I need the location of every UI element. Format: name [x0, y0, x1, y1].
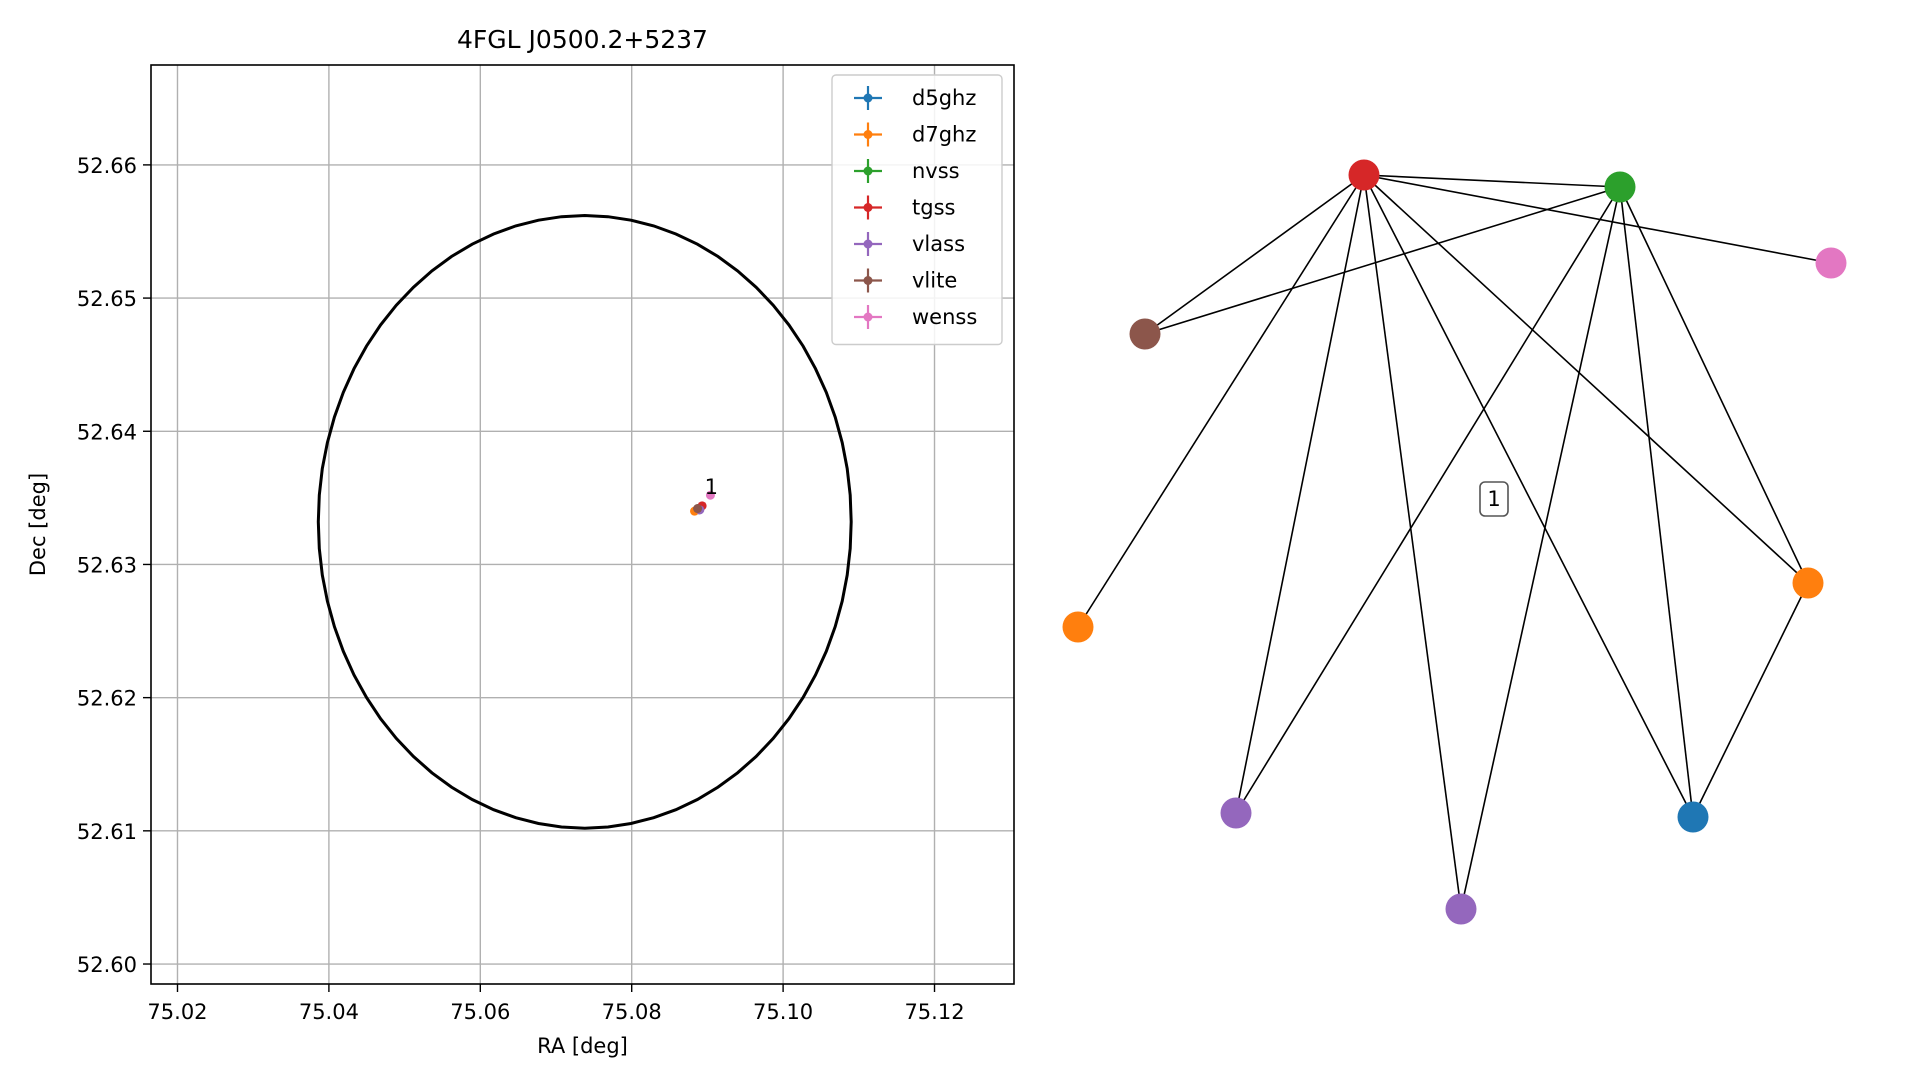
network-edge: [1235, 186, 1621, 814]
legend-label: d5ghz: [912, 86, 976, 110]
legend-entry-d5ghz: d5ghz: [854, 86, 976, 110]
legend-marker: [863, 312, 873, 322]
network-node: [1129, 318, 1161, 350]
network-node: [1792, 567, 1824, 599]
point-annotation: 1: [705, 475, 718, 499]
network-edge: [1363, 174, 1621, 188]
network-node: [1348, 159, 1380, 191]
legend-entry-vlass: vlass: [854, 232, 965, 256]
association-network: 1: [1062, 159, 1847, 925]
legend-entry-tgss: tgss: [854, 195, 955, 220]
points-layer: [690, 490, 715, 516]
network-edge: [1144, 174, 1365, 335]
y-tick-label: 52.65: [77, 287, 137, 311]
legend-entry-d7ghz: d7ghz: [854, 122, 976, 147]
x-tick-label: 75.12: [904, 1000, 964, 1024]
legend-box: [831, 74, 1003, 346]
network-edges: [1077, 174, 1832, 910]
x-tick-label: 75.06: [450, 1000, 510, 1024]
legend-entry-nvss: nvss: [854, 159, 960, 183]
marker: [693, 504, 703, 514]
network-edge: [1619, 186, 1694, 818]
plot-frame: [150, 64, 1015, 985]
network-edge: [1363, 174, 1809, 584]
network-node: [1445, 893, 1477, 925]
x-axis-label: RA [deg]: [537, 1034, 628, 1058]
network-node: [1604, 171, 1636, 203]
y-tick-label: 52.61: [77, 820, 137, 844]
y-tick-label: 52.62: [77, 687, 137, 711]
data-point-wenss: [705, 490, 715, 500]
network-node: [1062, 611, 1094, 643]
cluster-label-box: [1479, 481, 1509, 517]
legend-marker: [863, 239, 873, 249]
network-edge: [1077, 174, 1365, 628]
x-tick-label: 75.10: [753, 1000, 813, 1024]
network-node: [1815, 247, 1847, 279]
network-edge: [1235, 174, 1365, 814]
network-edge: [1692, 582, 1809, 818]
y-ticks: 52.60 52.61 52.62 52.63 52.64 52.65 52.66: [77, 154, 151, 977]
x-tick-label: 75.04: [299, 1000, 359, 1024]
legend-marker: [863, 276, 873, 285]
data-point-vlite: [693, 504, 703, 514]
network-edge: [1619, 186, 1809, 584]
legend-marker: [863, 93, 873, 103]
legend-marker: [863, 203, 873, 212]
cluster-label: 1: [1479, 481, 1509, 517]
x-tick-label: 75.08: [602, 1000, 662, 1024]
legend-label: wenss: [912, 305, 977, 329]
network-node: [1220, 797, 1252, 829]
legend-label: vlite: [912, 269, 957, 293]
marker: [705, 490, 715, 500]
network-edge: [1363, 174, 1832, 264]
y-tick-label: 52.66: [77, 154, 137, 178]
network-edge: [1363, 174, 1694, 818]
legend-entries: d5ghz d7ghz nvss tgss vlass vlite wenss: [854, 86, 977, 329]
y-tick-label: 52.60: [77, 953, 137, 977]
x-ticks: 75.02 75.04 75.06 75.08 75.10 75.12: [147, 984, 965, 1024]
y-tick-label: 52.64: [77, 420, 137, 444]
sky-position-chart: 1 75.02 75.04 75.06 75.08 75.10 75.12 52.6052…: [26, 25, 1015, 1058]
y-tick-label: 52.63: [77, 553, 137, 577]
legend-entry-wenss: wenss: [854, 305, 977, 329]
network-edge: [1460, 186, 1621, 910]
network-node: [1677, 801, 1709, 833]
legend: d5ghz d7ghz nvss tgss vlass vlite wenss: [831, 74, 1003, 346]
network-edge: [1144, 186, 1621, 335]
legend-label: tgss: [912, 196, 955, 220]
network-edge: [1363, 174, 1462, 910]
network-nodes: [1062, 159, 1847, 925]
legend-label: d7ghz: [912, 123, 976, 147]
x-tick-label: 75.02: [147, 1000, 207, 1024]
legend-entry-vlite: vlite: [854, 268, 957, 293]
localization-ellipse: [316, 213, 853, 830]
legend-marker: [863, 130, 873, 139]
y-axis-label: Dec [deg]: [26, 473, 50, 576]
cluster-label-text: 1: [1487, 487, 1500, 511]
legend-marker: [863, 166, 873, 176]
legend-label: nvss: [912, 159, 960, 183]
chart-title: 4FGL J0500.2+5237: [457, 25, 708, 54]
legend-label: vlass: [912, 232, 965, 256]
